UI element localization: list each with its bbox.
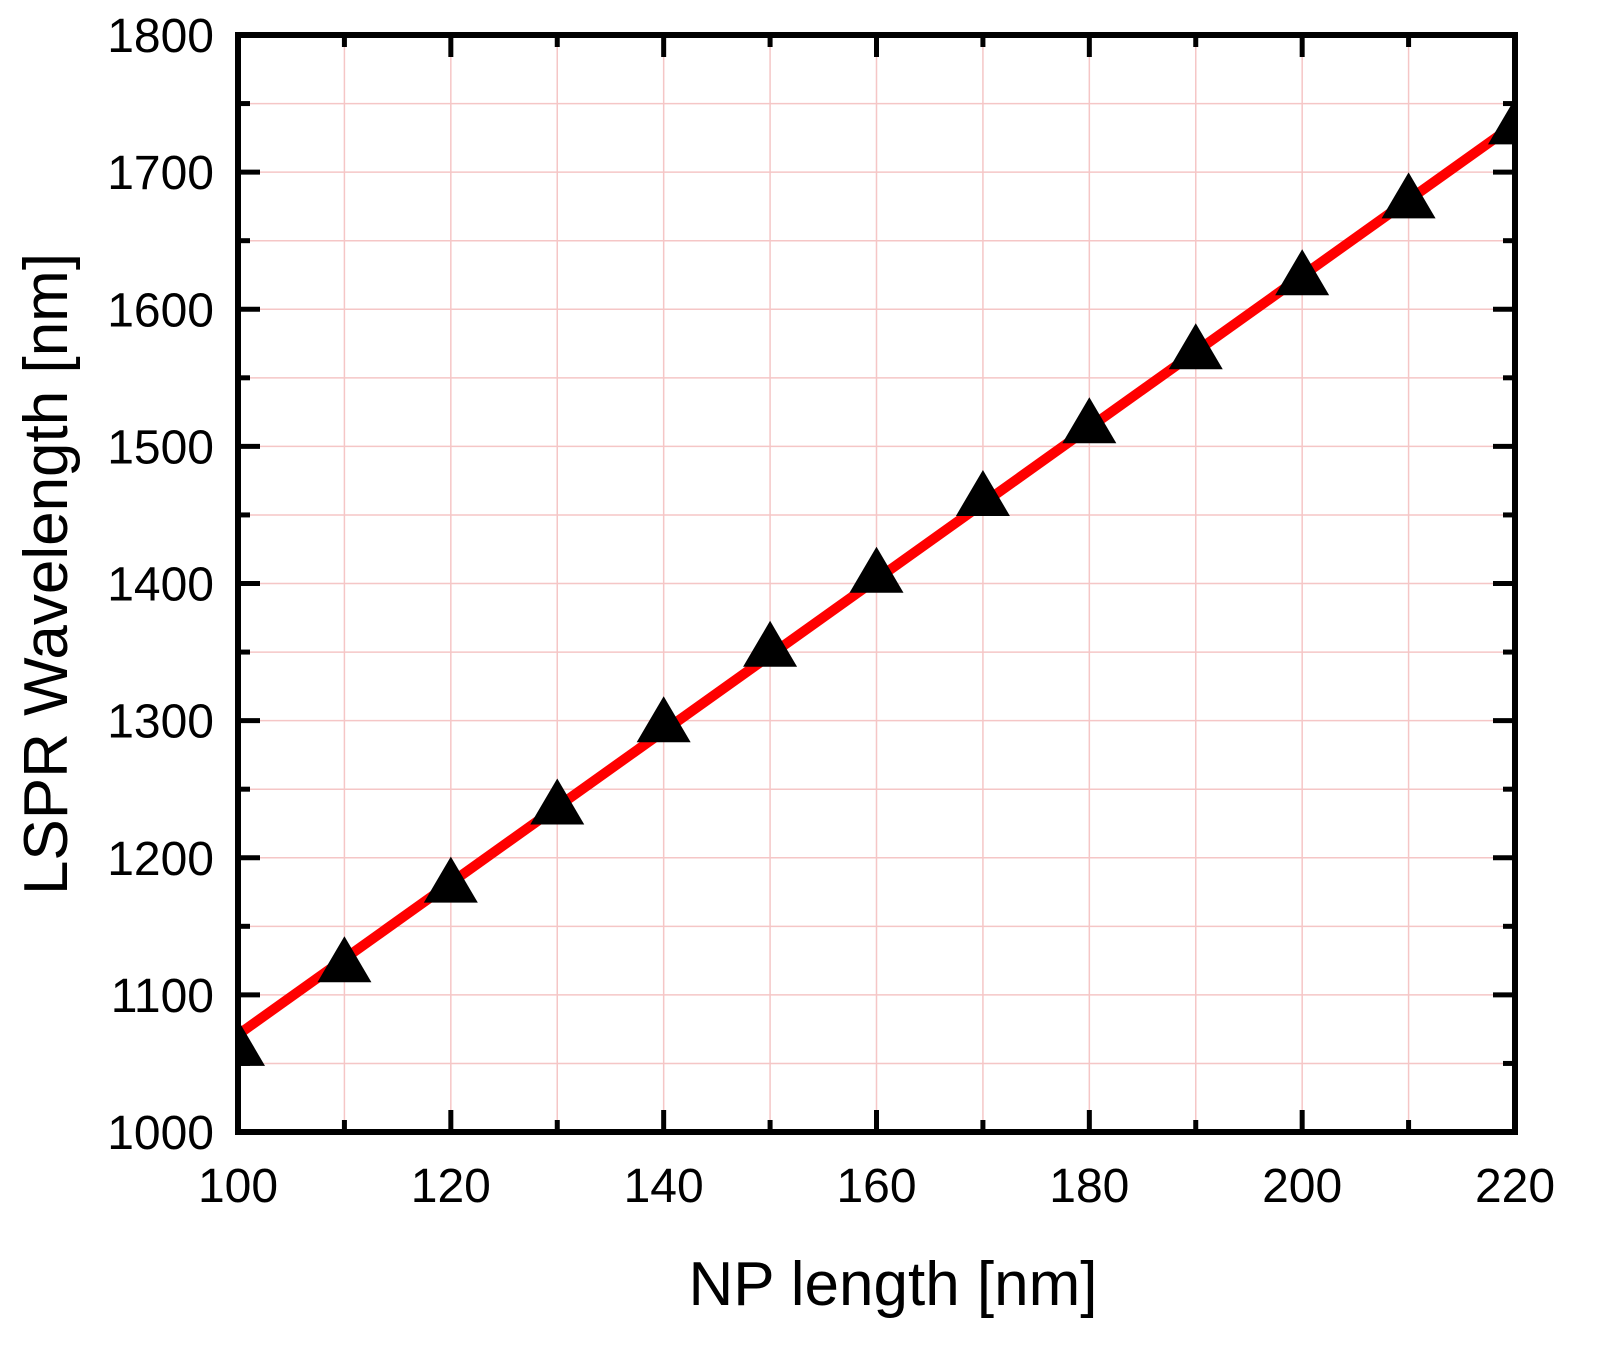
y-tick-label: 1600: [107, 284, 214, 337]
y-tick-label: 1700: [107, 147, 214, 200]
data-point-triangle: [1488, 98, 1515, 145]
data-point-triangle: [423, 856, 478, 903]
data-point-triangle: [849, 546, 904, 593]
data-point-triangle: [1168, 323, 1223, 370]
x-tick-label: 100: [198, 1160, 278, 1213]
x-tick-label: 180: [1049, 1160, 1129, 1213]
x-tick-label: 160: [836, 1160, 916, 1213]
axis-ticks: [235, 32, 1518, 1135]
y-axis-title: LSPR Wavelength [nm]: [12, 253, 81, 895]
y-tick-label: 1100: [111, 970, 214, 1023]
y-tick-label: 1500: [107, 421, 214, 474]
data-point-triangle: [238, 1019, 265, 1066]
grid-lines: [238, 35, 1515, 1132]
data-point-triangle: [743, 620, 798, 667]
data-point-triangle: [1381, 172, 1436, 219]
y-tick-label: 1000: [107, 1107, 214, 1160]
data-points: [238, 98, 1515, 1066]
y-tick-label: 1400: [107, 559, 214, 612]
x-tick-label: 220: [1475, 1160, 1555, 1213]
data-point-triangle: [317, 936, 372, 983]
data-point-triangle: [530, 778, 585, 825]
x-axis-title: NP length [nm]: [689, 1250, 1098, 1319]
x-tick-label: 140: [624, 1160, 704, 1213]
x-tick-label: 120: [411, 1160, 491, 1213]
y-tick-label: 1200: [107, 833, 214, 886]
data-point-triangle: [636, 696, 691, 743]
data-point-triangle: [955, 469, 1010, 516]
y-tick-label: 1300: [107, 696, 214, 749]
data-point-triangle: [1275, 249, 1330, 296]
x-tick-label: 200: [1262, 1160, 1342, 1213]
y-tick-label: 1800: [107, 10, 214, 63]
tick-labels: 100 120 140 160 180 200 220 1000 1100 1200 1300 140…: [107, 10, 1555, 1213]
data-point-triangle: [1062, 397, 1117, 444]
